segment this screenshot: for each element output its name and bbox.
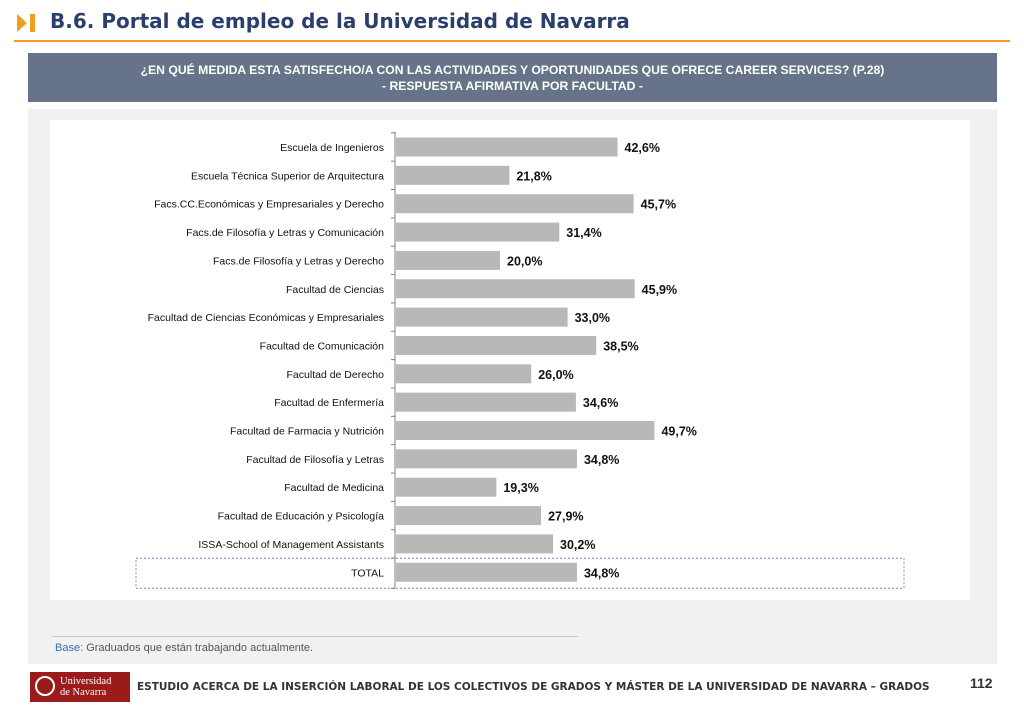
bar	[396, 250, 500, 270]
data-label: 45,9%	[642, 283, 677, 297]
category-label: Facultad de Derecho	[287, 369, 385, 381]
category-label: Facultad de Filosofía y Letras	[246, 454, 384, 466]
header-divider	[14, 40, 1010, 42]
data-label: 33,0%	[575, 311, 610, 325]
chevron-bar-icon	[17, 14, 35, 32]
bar	[396, 562, 577, 582]
category-label: Facultad de Farmacia y Nutrición	[230, 426, 384, 438]
category-label: Facultad de Ciencias Económicas y Empres…	[148, 312, 384, 324]
bar	[396, 222, 560, 242]
bar	[396, 307, 568, 327]
bar	[396, 421, 655, 440]
bar	[396, 477, 497, 497]
data-label: 45,7%	[641, 198, 676, 212]
category-label: Facultad de Ciencias	[286, 284, 384, 296]
category-label: Facultad de Comunicación	[260, 340, 384, 352]
question-subtitle: - RESPUESTA AFIRMATIVA POR FACULTAD -	[382, 79, 643, 93]
category-label: Facs.de Filosofía y Letras y Comunicació…	[186, 227, 384, 239]
bar	[396, 392, 576, 412]
category-label: ISSA-School of Management Assistants	[198, 539, 384, 551]
logo-line-1: Universidad	[60, 676, 112, 687]
data-label: 21,8%	[516, 169, 551, 183]
bar	[396, 165, 510, 185]
total-highlight-box	[135, 557, 905, 589]
base-text: Graduados que están trabajando actualmen…	[83, 642, 314, 654]
bar	[396, 335, 597, 355]
category-label: Escuela Técnica Superior de Arquitectura	[191, 170, 384, 182]
question-text: ¿EN QUÉ MEDIDA ESTA SATISFECHO/A CON LAS…	[140, 63, 885, 77]
category-label: Facultad de Enfermería	[274, 397, 384, 409]
category-label: TOTAL	[351, 567, 384, 579]
university-logo: Universidad de Navarra	[30, 672, 130, 702]
bar	[396, 194, 634, 214]
logo-line-2: de Navarra	[60, 687, 107, 698]
data-label: 49,7%	[661, 425, 696, 439]
data-label: 19,3%	[503, 481, 538, 495]
page-number: 112	[970, 675, 993, 691]
bar	[396, 449, 577, 469]
bar	[396, 506, 542, 526]
base-divider	[52, 636, 578, 637]
category-label: Facs.de Filosofía y Letras y Derecho	[213, 255, 384, 267]
base-note: Base: Graduados que están trabajando act…	[55, 642, 313, 654]
bar	[396, 534, 554, 554]
base-label: Base:	[55, 642, 84, 654]
bar-chart: Escuela de Ingenieros 42,6% Escuela Técnic…	[135, 131, 905, 589]
data-label: 34,8%	[584, 566, 619, 580]
bar	[396, 137, 618, 157]
data-label: 31,4%	[566, 226, 601, 240]
bar	[396, 279, 635, 299]
category-label: Facultad de Educación y Psicología	[218, 511, 385, 523]
question-banner: ¿EN QUÉ MEDIDA ESTA SATISFECHO/A CON LAS…	[28, 53, 997, 102]
category-label: Facultad de Medicina	[284, 482, 384, 494]
page-header: B.6. Portal de empleo de la Universidad …	[0, 0, 1024, 44]
bar	[396, 364, 532, 384]
data-label: 30,2%	[560, 538, 595, 552]
data-label: 34,8%	[584, 453, 619, 467]
category-label: Escuela de Ingenieros	[280, 142, 384, 154]
chart-panel: Escuela de Ingenieros 42,6% Escuela Técnic…	[50, 120, 970, 600]
footer-title: ESTUDIO ACERCA DE LA INSERCIÓN LABORAL D…	[137, 681, 930, 693]
data-label: 34,6%	[583, 396, 618, 410]
data-label: 42,6%	[625, 141, 660, 155]
logo-wordmark: Universidad de Navarra	[60, 676, 111, 698]
data-label: 20,0%	[507, 254, 542, 268]
data-label: 26,0%	[538, 368, 573, 382]
seal-icon	[35, 676, 55, 696]
category-label: Facs.CC.Económicas y Empresariales y Der…	[154, 199, 384, 211]
page-title: B.6. Portal de empleo de la Universidad …	[50, 9, 630, 33]
data-label: 27,9%	[548, 510, 583, 524]
data-label: 38,5%	[603, 339, 638, 353]
